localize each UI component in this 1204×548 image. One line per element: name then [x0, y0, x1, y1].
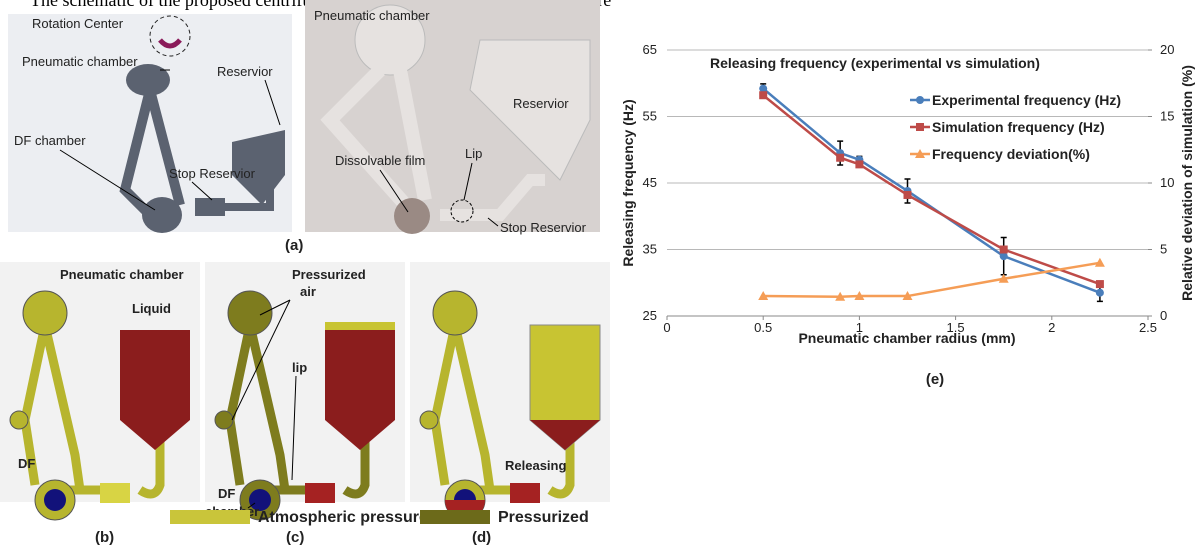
- x-axis-label: Pneumatic chamber radius (mm): [798, 330, 1015, 346]
- y-axis-label: Releasing frequency (Hz): [620, 99, 636, 266]
- x-tick-label: 1: [856, 320, 863, 335]
- marker: [1000, 246, 1008, 254]
- panel-b: Pneumatic chamber Liquid DF: [0, 262, 200, 520]
- marker: [1096, 280, 1104, 288]
- legend-label: Atmospheric pressure: [258, 509, 428, 526]
- y2-tick-label: 0: [1160, 308, 1167, 323]
- series-line: [763, 263, 1100, 297]
- label: lip: [292, 360, 307, 375]
- panel-a-photo: Pneumatic chamber Reservior Dissolvable …: [305, 0, 600, 235]
- marker: [916, 123, 924, 131]
- y-tick-label: 45: [643, 175, 657, 190]
- x-tick-label: 0.5: [754, 320, 772, 335]
- chart: Releasing frequency (experimental vs sim…: [620, 42, 1195, 388]
- label: DF: [218, 486, 235, 501]
- label: Releasing: [505, 458, 566, 473]
- y2-tick-label: 15: [1160, 109, 1174, 124]
- legend-label: Experimental frequency (Hz): [932, 92, 1121, 108]
- x-tick-label: 2.5: [1139, 320, 1157, 335]
- y-tick-label: 65: [643, 42, 657, 57]
- y2-axis-label: Relative deviation of simulation (%): [1179, 65, 1195, 301]
- label: DF chamber: [14, 133, 86, 148]
- panel-label: (a): [285, 237, 303, 254]
- x-tick-label: 2: [1048, 320, 1055, 335]
- panel-a-render: Rotation Center Pneumatic chamber Reserv…: [8, 14, 292, 233]
- x-tick-label: 1.5: [947, 320, 965, 335]
- y2-tick-label: 10: [1160, 175, 1174, 190]
- panel-d: Releasing: [410, 262, 610, 520]
- label: Reservior: [513, 96, 569, 111]
- label: Pneumatic chamber: [22, 54, 138, 69]
- marker: [855, 160, 863, 168]
- marker: [904, 191, 912, 199]
- marker: [1096, 289, 1104, 297]
- label: Liquid: [132, 301, 171, 316]
- label: Stop Reservior: [169, 166, 256, 181]
- panel-label: (b): [95, 529, 114, 546]
- label: Reservior: [217, 64, 273, 79]
- y2-tick-label: 20: [1160, 42, 1174, 57]
- label: Stop Reservior: [500, 220, 587, 235]
- label: Pressurized: [292, 267, 366, 282]
- panel-label: (d): [472, 529, 491, 546]
- legend-label: Frequency deviation(%): [932, 146, 1090, 162]
- label: Pneumatic chamber: [314, 8, 430, 23]
- y-tick-label: 25: [643, 308, 657, 323]
- y-tick-label: 55: [643, 109, 657, 124]
- label: air: [300, 284, 316, 299]
- marker: [759, 91, 767, 99]
- panel-c: Pressurized air lip DF chamber: [205, 262, 405, 520]
- label: Rotation Center: [32, 16, 124, 31]
- marker: [836, 154, 844, 162]
- legend-swatch: [170, 510, 250, 524]
- legend-swatch: [420, 510, 490, 524]
- marker: [916, 96, 924, 104]
- label: Lip: [465, 146, 482, 161]
- y2-tick-label: 5: [1160, 242, 1167, 257]
- legend-label: Pressurized: [498, 509, 589, 526]
- label: DF: [18, 456, 35, 471]
- figure: The schematic of the proposed centrifuge…: [0, 0, 1204, 548]
- legend-label: Simulation frequency (Hz): [932, 119, 1105, 135]
- y-tick-label: 35: [643, 242, 657, 257]
- label: Pneumatic chamber: [60, 267, 184, 282]
- label: Dissolvable film: [335, 153, 425, 168]
- panel-label: (c): [286, 529, 304, 546]
- panel-label: (e): [926, 371, 944, 388]
- chart-title: Releasing frequency (experimental vs sim…: [710, 55, 1040, 71]
- x-tick-label: 0: [663, 320, 670, 335]
